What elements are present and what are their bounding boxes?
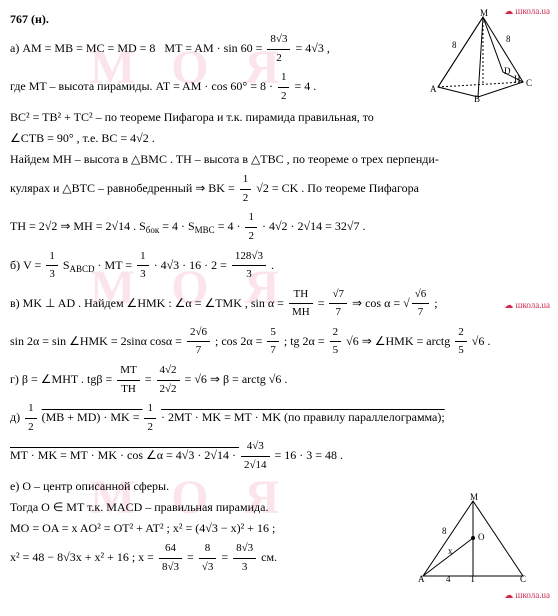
part-a-line6: кулярах и △BTC – равнобедренный ⇒ BK = 1… [10,171,544,207]
part-f-line1: е) O – центр описанной сферы. [10,477,544,496]
part-e-line1: д) 12 (MB + MD) · MK = 12 · 2MT · MK = M… [10,400,544,436]
label-A: A [430,84,437,94]
part-a-line5: Найдем MH – высота в △BMC . TH – высота … [10,150,544,169]
fraction: 2√67 [187,324,210,360]
label-A: A [418,574,425,584]
label-M: M [480,8,488,18]
label-H: H [514,74,521,84]
label-C: C [526,78,532,88]
triangle-svg [418,496,528,586]
fraction: √77 [329,286,347,322]
pyramid-svg [428,12,538,102]
fraction: 12 [144,400,156,436]
part-a-line7: TH = 2√2 ⇒ MH = 2√14 . Sбок = 4 · SMBC =… [10,209,544,245]
site-link[interactable]: ☁ школа.ua [504,590,550,601]
fraction: 8√32 [267,31,290,67]
fraction: 648√3 [159,540,182,576]
fraction: 4√32√14 [241,438,270,474]
fraction: 12 [25,400,37,436]
label-O: O [478,532,485,542]
pyramid-diagram: M A B C D H 8 8 [428,12,538,102]
part-e-line2: MT · MK = MT · MK · cos ∠α = 4√3 · 2√14 … [10,438,544,474]
part-a-line4: ∠CTB = 90° , т.е. BC = 4√2 . [10,129,544,148]
label-M: M [470,492,478,502]
eq: AM = MB = MC = MD = 8 [22,41,155,55]
label-D: D [504,66,511,76]
part-d: г) β = ∠MHT . tgβ = MTTH = 4√22√2 = √6 ⇒… [10,362,544,398]
label-4: 4 [446,574,451,584]
label-C: C [520,574,526,584]
label-8: 8 [506,34,511,44]
label-x: x [448,546,453,556]
label-8: 8 [442,526,447,536]
fraction: 8√33 [233,540,256,576]
part-c-line2: sin 2α = sin ∠HMK = 2sinα cosα = 2√67 ; … [10,324,544,360]
fraction: 12 [278,69,290,105]
eq: MT = AM · sin 60 = [164,41,265,55]
fraction: 12 [245,209,257,245]
part-c-line1: в) MK ⊥ AD . Найдем ∠HMK : ∠α = ∠TMK , s… [10,286,544,322]
label-8: 8 [452,40,457,50]
fraction: 8√3 [199,540,217,576]
eq: = 4√3 , [295,41,329,55]
fraction: 25 [455,324,467,360]
fraction: MTTH [117,362,140,398]
fraction: 25 [330,324,342,360]
part-b: б) V = 13 SABCD · MT = 13 · 4√3 · 16 · 2… [10,248,544,284]
triangle-diagram: M A C T O x 4 8 [418,496,528,586]
fraction: √67 [412,286,430,322]
part-a-line3: BC² = TB² + TC² – по теореме Пифагора и … [10,108,544,127]
fraction: 128√33 [232,248,266,284]
fraction: 4√22√2 [157,362,180,398]
label-T: T [470,574,476,584]
label-B: B [474,94,480,104]
fraction: THMH [289,286,313,322]
fraction: 13 [46,248,58,284]
fraction: 13 [137,248,149,284]
fraction: 57 [267,324,279,360]
fraction: 12 [240,171,252,207]
